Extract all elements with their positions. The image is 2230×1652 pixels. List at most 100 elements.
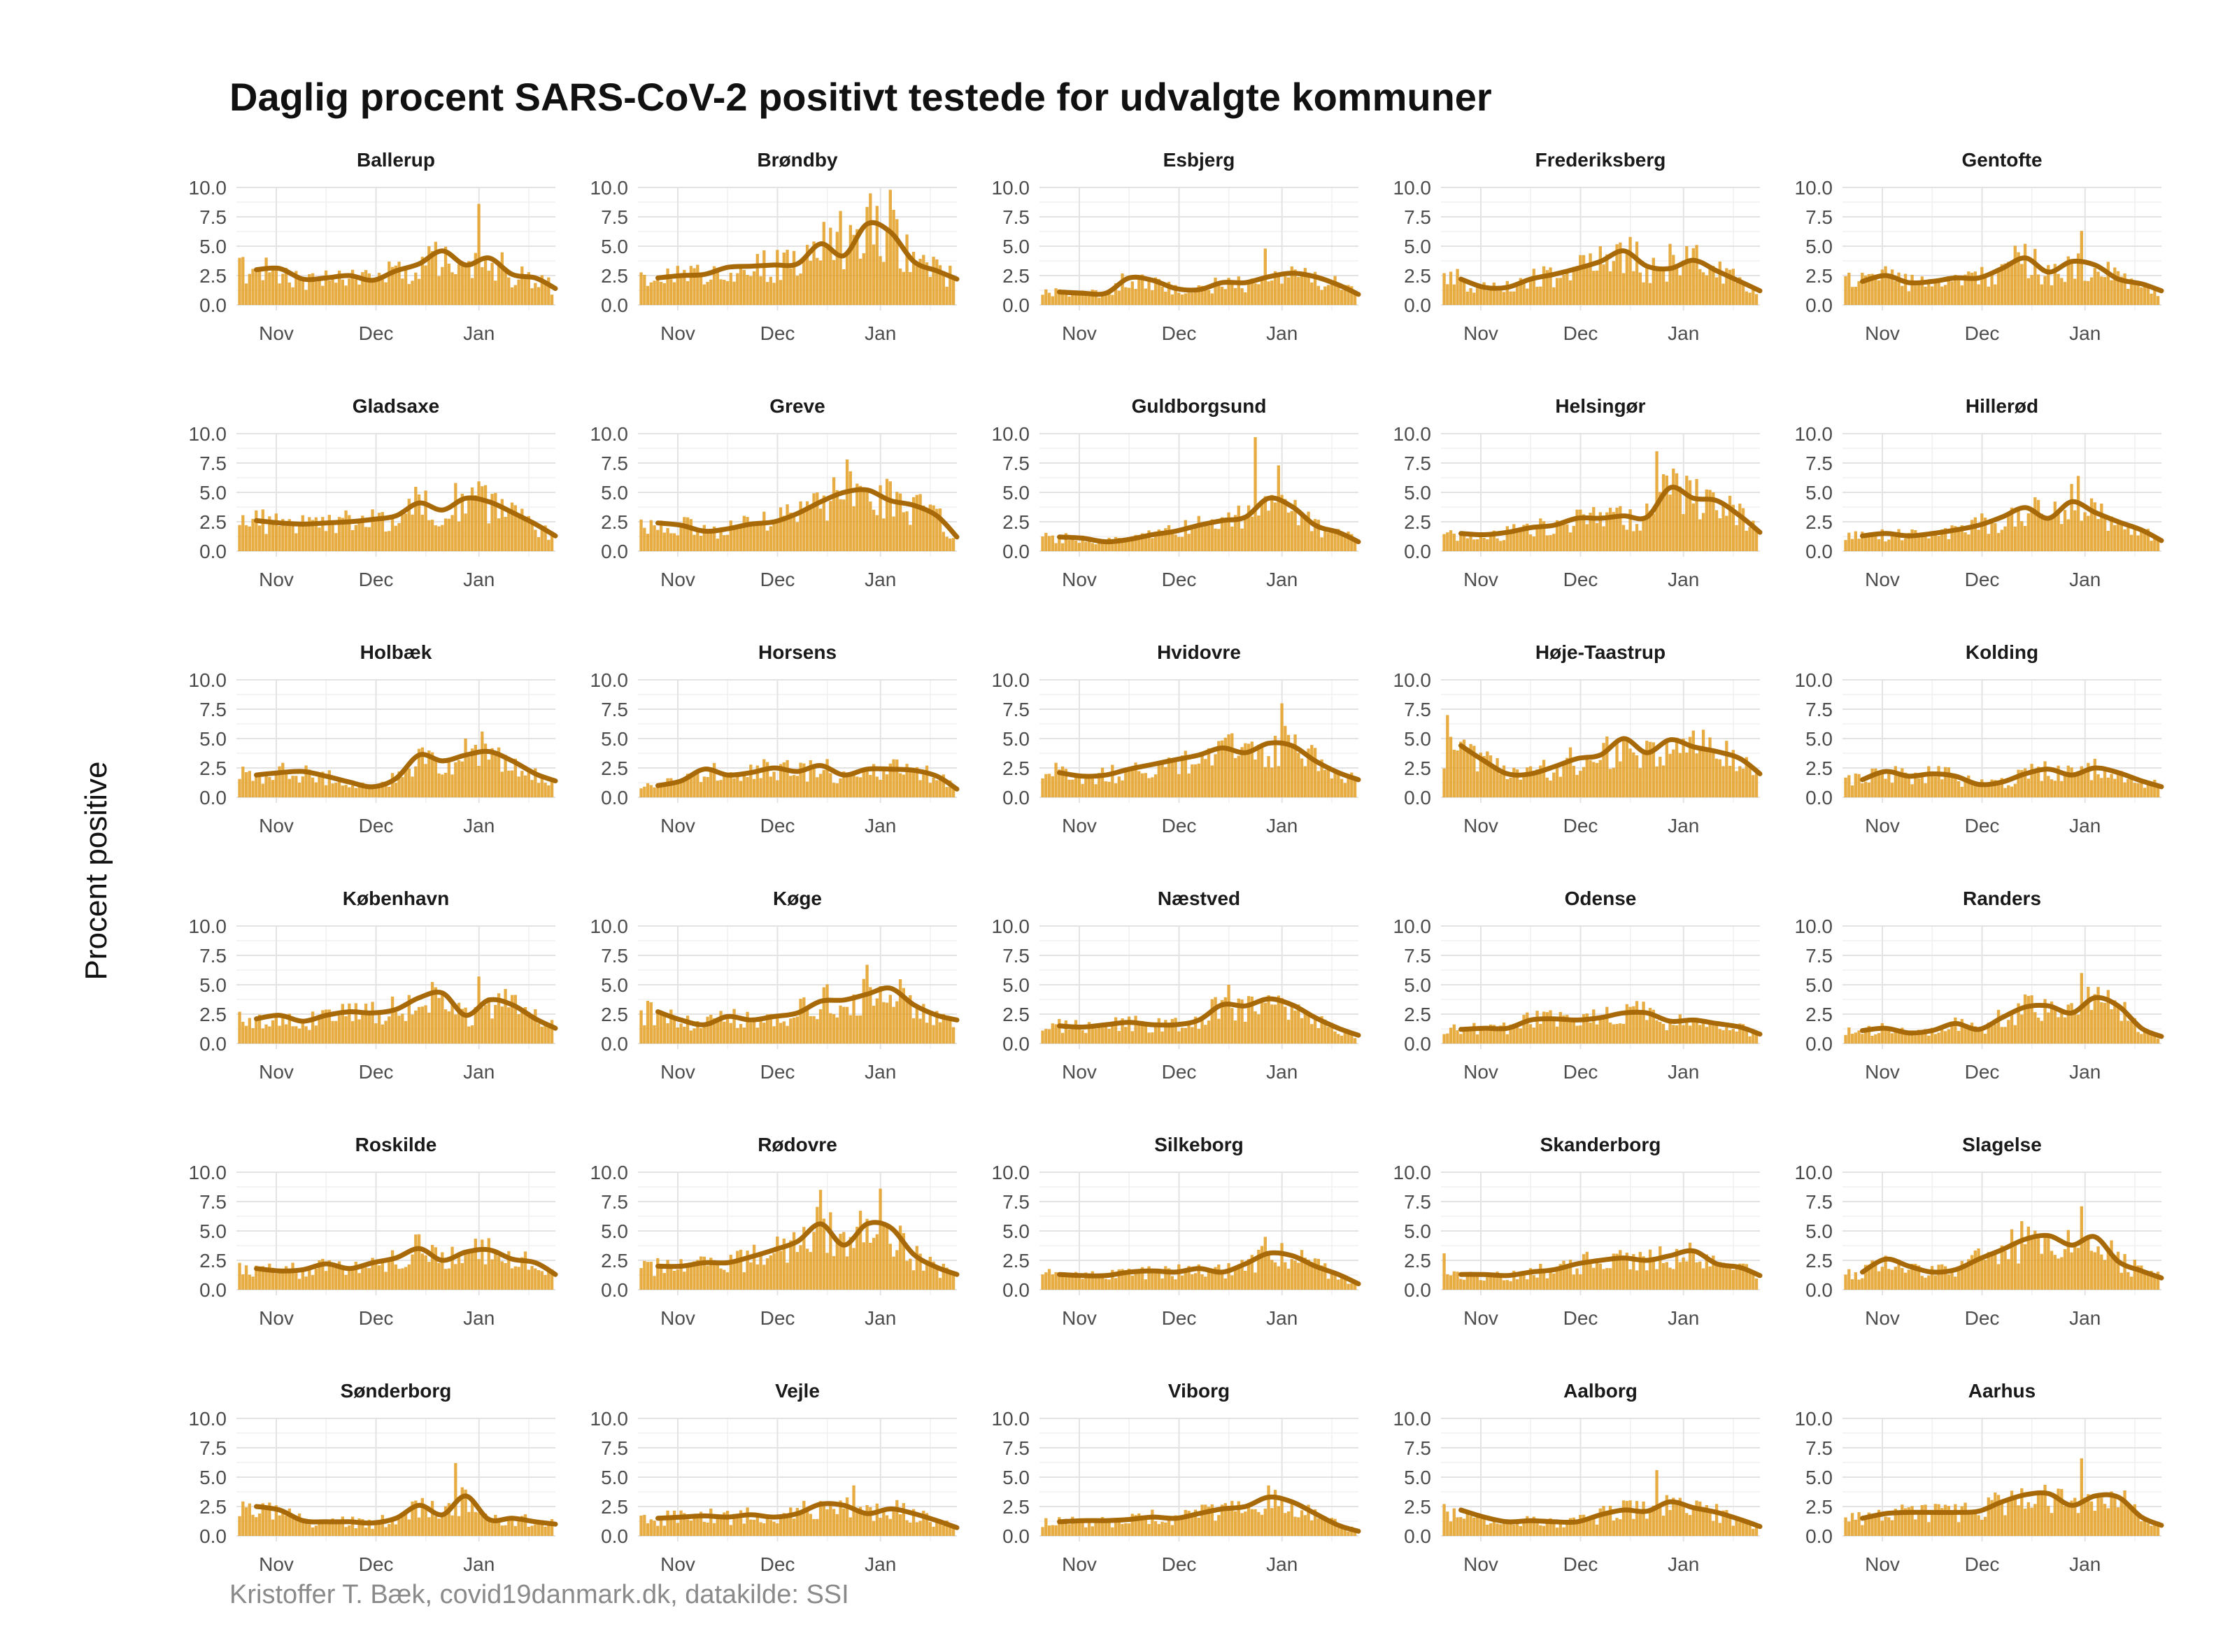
daily-bar: [1994, 284, 1997, 305]
daily-bar: [1960, 285, 1963, 305]
daily-bar: [2040, 284, 2043, 305]
y-tick-label: 7.5: [199, 945, 227, 967]
daily-bar: [268, 272, 271, 305]
daily-bar: [1343, 534, 1347, 551]
daily-bar: [2087, 762, 2090, 797]
y-tick-label: 7.5: [199, 453, 227, 474]
daily-bar: [1107, 1028, 1111, 1044]
daily-bar: [1585, 264, 1589, 305]
daily-bar: [1220, 1271, 1224, 1290]
daily-bar: [2116, 1006, 2120, 1044]
daily-bar: [1323, 528, 1327, 551]
daily-bar: [932, 1025, 935, 1044]
daily-bar: [537, 287, 541, 305]
daily-bar: [337, 270, 341, 305]
daily-bar: [949, 780, 952, 797]
daily-bar: [1284, 725, 1287, 797]
daily-bar: [1668, 243, 1672, 305]
daily-bar: [1927, 1035, 1931, 1044]
daily-bar: [251, 1514, 255, 1536]
y-tick-label: 7.5: [1404, 206, 1431, 228]
daily-bar: [1867, 1512, 1870, 1536]
daily-bar: [1465, 1512, 1469, 1536]
daily-bar: [842, 1006, 846, 1044]
daily-bar: [417, 1234, 421, 1290]
daily-bar: [1615, 1518, 1619, 1536]
daily-bar: [2093, 502, 2096, 551]
daily-bar: [712, 266, 716, 305]
daily-bar: [1313, 519, 1317, 551]
daily-bar: [334, 1265, 338, 1290]
daily-bar: [789, 512, 793, 551]
daily-bar: [487, 997, 490, 1044]
daily-bar: [1897, 1259, 1901, 1290]
daily-bar: [1970, 272, 1974, 305]
daily-bar: [1738, 1522, 1742, 1536]
daily-bar: [1522, 1272, 1526, 1290]
daily-bar: [1462, 532, 1466, 551]
daily-bar: [517, 1267, 520, 1290]
daily-bar: [257, 1014, 262, 1044]
daily-bar: [1284, 499, 1287, 551]
trend-line: [1860, 1232, 2164, 1281]
daily-bar: [1960, 1260, 1963, 1290]
y-tick-label: 7.5: [601, 699, 628, 720]
daily-bar: [1748, 1272, 1752, 1290]
daily-bar: [1449, 530, 1453, 551]
daily-bar: [659, 520, 663, 551]
daily-bar: [314, 517, 318, 551]
daily-bar: [1512, 767, 1516, 797]
bar-series: [238, 1462, 554, 1536]
daily-bar: [882, 770, 886, 797]
daily-bar: [1863, 536, 1868, 551]
daily-bar: [1153, 1521, 1158, 1536]
daily-bar: [2053, 1255, 2057, 1290]
daily-bar: [1267, 281, 1270, 305]
daily-bar: [1280, 703, 1284, 797]
daily-bar: [911, 1018, 916, 1044]
daily-bar: [809, 260, 812, 305]
daily-bar: [1967, 1027, 1970, 1044]
daily-bar: [540, 1026, 544, 1044]
daily-bar: [1924, 536, 1927, 551]
daily-bar: [822, 1502, 825, 1536]
daily-bar: [1058, 1517, 1061, 1536]
y-tick-label: 2.5: [1404, 265, 1431, 287]
daily-bar: [1177, 1517, 1181, 1536]
daily-bar: [540, 527, 544, 551]
daily-bar: [945, 787, 949, 797]
daily-bar: [2057, 273, 2060, 305]
daily-bar: [2096, 271, 2100, 305]
daily-bar: [1263, 1237, 1267, 1290]
daily-bar: [1863, 1265, 1868, 1290]
daily-bar: [1943, 285, 1947, 305]
daily-bar: [2093, 268, 2096, 305]
daily-bar: [361, 1519, 364, 1536]
daily-bar: [244, 772, 248, 797]
daily-bar: [1741, 1263, 1745, 1290]
daily-bar: [649, 282, 653, 305]
daily-bar: [334, 283, 338, 305]
daily-bar: [464, 738, 467, 797]
daily-bar: [244, 525, 248, 551]
daily-bar: [1924, 286, 1927, 305]
daily-bar: [825, 1509, 829, 1536]
x-tick-label: Nov: [259, 815, 294, 836]
daily-bar: [1612, 767, 1615, 797]
daily-bar: [938, 265, 942, 305]
daily-bar: [318, 774, 321, 797]
daily-bar: [2043, 761, 2047, 797]
daily-bar: [2129, 778, 2133, 797]
daily-bar: [799, 273, 802, 305]
daily-bar: [427, 520, 431, 551]
x-tick-label: Nov: [660, 1307, 695, 1329]
daily-bar: [1748, 292, 1752, 305]
daily-bar: [1930, 1511, 1934, 1536]
x-tick-label: Jan: [1668, 1553, 1699, 1575]
daily-bar: [520, 508, 524, 551]
daily-bar: [852, 234, 855, 305]
daily-bar: [1456, 1272, 1459, 1290]
